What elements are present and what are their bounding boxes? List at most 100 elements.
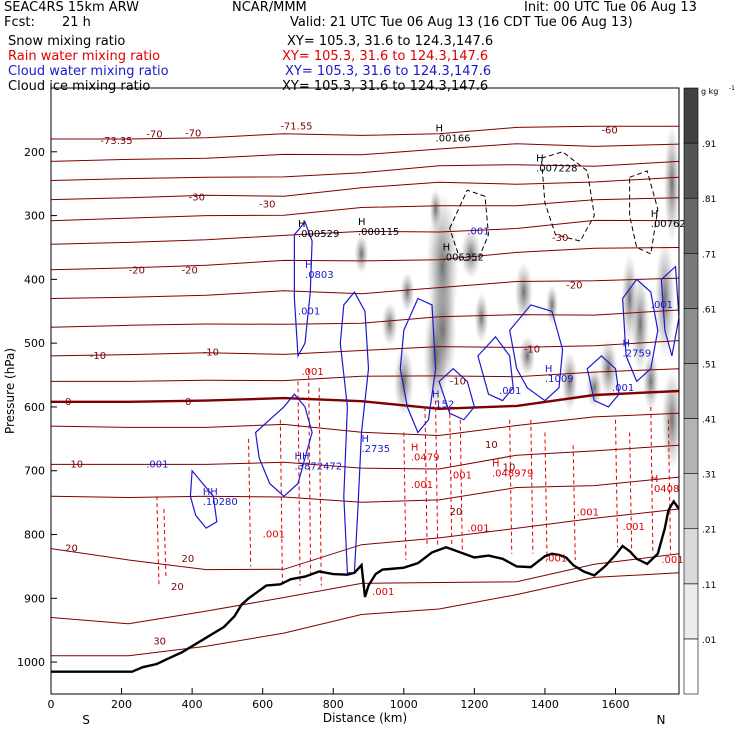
isotherm-5 [51,219,679,245]
isotherm-label-19: 20 [450,507,463,518]
contour-value-8: .001 [450,470,472,481]
rain-contour-0 [156,496,160,586]
contour-value-15: .001 [372,587,394,598]
forecast-hours: 21 h [62,15,91,30]
isotherm-label-0: -10 [90,351,106,362]
colorbar-box-6 [683,308,699,364]
isotherm-label-13: 0 [185,397,191,408]
y-tick-label-5: 500 [24,337,45,350]
max-value-1: .00166 [436,133,471,144]
max-value-3: .00762 [651,219,686,230]
rain-contour-7 [403,432,407,561]
org-label: NCAR/MMM [232,0,307,15]
isotherm-label-8: -70 [185,128,201,139]
rain-contour-2 [248,438,252,567]
cloud-contour-4 [399,297,437,434]
colorbar-unit: g kg [701,87,718,96]
contour-value-11: .001 [577,507,599,518]
rain-contour-12 [509,419,513,554]
y-tick-label-4: 600 [24,401,45,414]
contour-labels: -10 0 10 20 20 30 -73.35 -70 -70 -30 -20 -20 -10 0 -30… [65,121,686,647]
max-marker-7: H [432,389,440,400]
contour-value-14: .001 [661,555,683,566]
contour-value-1: .001 [298,306,320,317]
max-marker-8: H [545,364,553,375]
rain-contour-9 [435,400,439,548]
colorbar-box-3 [683,473,699,530]
contour-value-13: .001 [623,522,645,533]
max-marker-4: H [443,243,451,254]
temperature-contours [51,125,679,657]
cloud-contour-7 [509,304,564,402]
snow-shade-14 [663,123,679,244]
isotherm-6 [51,247,679,271]
y-tick-label-1: 900 [24,592,45,605]
isotherm-8 [51,309,679,328]
snow-shade-2 [423,300,448,411]
x-tick-label-7: 1400 [531,698,559,711]
snow-shade-16 [393,346,414,417]
init-time: Init: 00 UTC Tue 06 Aug 13 [524,0,697,15]
contour-value-2: .001 [146,460,168,471]
y-tick-label-0: 1000 [17,656,45,669]
colorbar-box-7 [683,252,699,309]
field-label-snow: Snow mixing ratio [8,34,126,49]
isotherm-label-5: 30 [153,637,166,648]
max-marker-0: H [358,217,366,228]
snow-shade-13 [654,238,675,359]
colorbar-label-2: .21 [702,526,716,536]
isotherm-7 [51,277,679,299]
rain-contour-8 [424,406,428,548]
isotherm-15 [51,508,679,571]
max-marker-2: H [536,153,544,164]
rain-contour-14 [544,432,548,561]
snow-shade-17 [400,272,415,313]
contour-value-7: .001 [411,480,433,491]
colorbar-box-1 [683,583,699,640]
y-tick-label-7: 300 [24,210,45,223]
colorbar-label-6: .61 [702,305,716,315]
max-value-12: .10280 [203,497,238,508]
max-value-8: .1009 [545,374,574,385]
y-tick-label-8: 200 [24,146,45,159]
contour-value-5: .001 [651,300,673,311]
max-marker-3: H [651,209,659,220]
x-tick-label-1: 200 [111,698,132,711]
isotherm-label-6: -73.35 [100,136,132,147]
snow-shade-7 [474,292,489,343]
snow-shade-10 [599,338,618,399]
rain-contour-15 [572,445,576,561]
colorbar-box-4 [683,418,699,474]
contour-value-4: .001 [612,383,634,394]
snow-shade-4 [381,302,398,347]
isotherm-3 [51,176,679,201]
snow-shade-9 [631,274,650,375]
valid-time: Valid: 21 UTC Tue 06 Aug 13 (16 CDT Tue … [290,15,633,30]
y-tick-label-3: 700 [24,465,45,478]
colorbar-label-3: .31 [702,471,716,481]
field-label-cloud-water: Cloud water mixing ratio [8,64,169,79]
isotherm-label-7: -70 [146,130,162,141]
snow-shade-21 [545,284,558,325]
max-value-11: .3872472 [294,461,342,472]
rain-contours [156,368,672,586]
x-tick-label-0: 0 [48,698,55,711]
max-marker-10: H [361,434,369,445]
plot-frame [50,87,680,695]
snow-contour-0 [449,189,490,261]
snow-shade-11 [586,367,603,408]
contour-value-6: .001 [301,367,323,378]
cloud-contour-1 [254,393,313,498]
colorbar-label-4: .41 [702,416,716,426]
max-value-2: .007228 [536,163,577,174]
colorbar-label-1: .11 [702,581,716,591]
isotherm-label-15: 20 [182,554,195,565]
snow-contour-1 [540,151,595,242]
colorbar-label-8: .81 [702,195,716,205]
contour-value-3: .001 [499,386,521,397]
max-value-7: .152 [432,399,454,410]
x-tick-label-5: 1000 [390,698,418,711]
rain-contour-18 [650,406,654,554]
axes: 0 200 400 600 800 1000 1200 1400 160010009008007… [3,146,665,727]
cloud-contour-9 [621,278,659,383]
